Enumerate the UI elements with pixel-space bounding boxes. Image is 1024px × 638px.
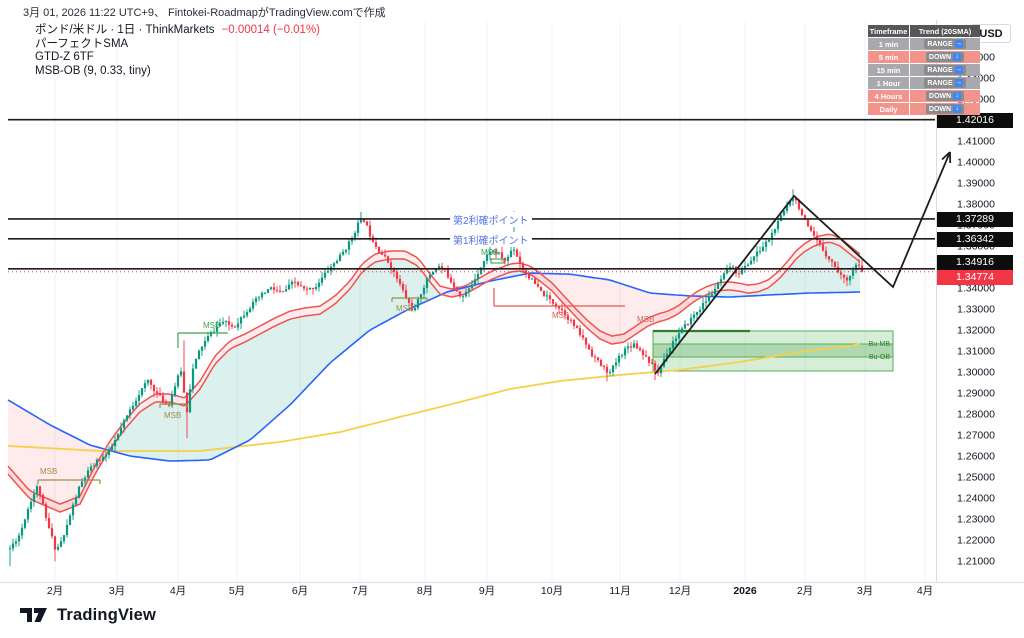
trend-row-4hours-timeframe: 4 Hours <box>868 90 909 102</box>
time-tick: 11月 <box>609 585 630 597</box>
right-arrow-icon: → <box>954 66 963 74</box>
time-tick: 6月 <box>292 585 308 597</box>
projection-arrow[interactable] <box>654 151 952 375</box>
msb-label: MSB <box>40 467 57 476</box>
trend-table-header-timeframe: Timeframe <box>868 25 909 37</box>
msb-label: MSB <box>164 411 181 420</box>
time-tick: 10月 <box>541 585 563 597</box>
time-tick: 2月 <box>797 585 813 597</box>
trend-row-1min-timeframe: 1 min <box>868 38 909 50</box>
level-price-badge: 1.42016 <box>937 112 1013 128</box>
chart-legend[interactable]: ポンド/米ドル · 1日 · ThinkMarkets −0.00014 (−0.… <box>35 24 320 78</box>
time-tick: 3月 <box>857 585 873 597</box>
down-arrow-icon: ↓ <box>953 105 962 113</box>
trend-row-15min-trend: RANGE → <box>910 64 980 76</box>
price-tick: 1.21000 <box>957 556 995 568</box>
take-profit-1-label[interactable]: 第1利確ポイント <box>450 232 532 247</box>
trend-row-1hour-trend: RANGE → <box>910 77 980 89</box>
trend-row-1min-trend: RANGE → <box>910 38 980 50</box>
indicator-msb-ob[interactable]: MSB-OB (9, 0.33, tiny) <box>35 64 151 77</box>
trend-row-daily-timeframe: Daily <box>868 103 909 115</box>
price-tick: 1.24000 <box>957 493 995 505</box>
yellow-sma-line <box>7 343 861 452</box>
time-tick: 8月 <box>417 585 433 597</box>
time-tick: 4月 <box>170 585 186 597</box>
blue-sma-line <box>7 272 861 462</box>
price-change: −0.00014 (−0.01%) <box>221 24 321 36</box>
tradingview-logo-icon <box>20 608 47 622</box>
trend-row-daily-trend: DOWN ↓ <box>910 103 980 115</box>
msb-label: MSB <box>396 304 413 313</box>
time-tick: 9月 <box>479 585 495 597</box>
red-band-lower <box>7 241 861 513</box>
time-tick: 3月 <box>109 585 125 597</box>
price-tick: 1.31000 <box>957 346 995 358</box>
price-level-rays[interactable] <box>8 118 935 273</box>
msb-label: MSB <box>637 315 654 324</box>
time-tick: 2月 <box>47 585 63 597</box>
price-tick: 1.27000 <box>957 430 995 442</box>
trend-table: Timeframe Trend (20SMA) 1 min RANGE → 5 min DO… <box>868 25 980 115</box>
trend-row-5min-timeframe: 5 min <box>868 51 909 63</box>
current-price-badge: 1.34774 <box>937 269 1013 285</box>
indicator-perfect-sma[interactable]: パーフェクトSMA <box>35 37 129 50</box>
price-tick: 1.23000 <box>957 514 995 526</box>
trend-badge: RANGE → <box>924 39 966 49</box>
trend-row-4hours-trend: DOWN ↓ <box>910 90 980 102</box>
candlestick-series <box>8 189 864 567</box>
trend-badge: RANGE → <box>924 78 966 88</box>
price-tick: 1.25000 <box>957 472 995 484</box>
time-tick: 12月 <box>669 585 691 597</box>
tradingview-footer[interactable]: TradingView <box>18 604 156 626</box>
trend-row-15min-timeframe: 15 min <box>868 64 909 76</box>
zone-label-bu-mb: Bu-MB <box>869 341 891 348</box>
trend-badge: DOWN ↓ <box>925 91 965 101</box>
symbol-title[interactable]: ポンド/米ドル · 1日 · ThinkMarkets <box>35 24 215 36</box>
trend-badge: RANGE → <box>924 65 966 75</box>
price-tick: 1.41000 <box>957 136 995 148</box>
msb-label: MSB <box>481 248 498 257</box>
indicator-gtdz-6tf[interactable]: GTD-Z 6TF <box>35 51 94 63</box>
time-tick: 7月 <box>352 585 368 597</box>
level-price-badge: 1.34916 <box>937 254 1013 270</box>
demand-zone[interactable]: Bu-MB Bu-OB <box>652 329 894 372</box>
time-tick: 5月 <box>229 585 245 597</box>
level-price-badge: 1.36342 <box>937 231 1013 247</box>
currency-chip[interactable]: USD <box>971 24 1011 43</box>
down-arrow-icon: ↓ <box>953 92 962 100</box>
msb-label: MSB <box>552 311 569 320</box>
msb-label: MSB <box>203 321 220 330</box>
time-tick: 4月 <box>917 585 933 597</box>
time-tick: 2026 <box>733 585 757 597</box>
level-price-badge: 1.37289 <box>937 211 1013 227</box>
price-tick: 1.30000 <box>957 367 995 379</box>
right-arrow-icon: → <box>954 79 963 87</box>
trend-row-5min-trend: DOWN ↓ <box>910 51 980 63</box>
right-arrow-icon: → <box>954 40 963 48</box>
trend-row-1hour-timeframe: 1 Hour <box>868 77 909 89</box>
price-tick: 1.38000 <box>957 199 995 211</box>
price-tick: 1.33000 <box>957 304 995 316</box>
gridlines <box>54 22 926 582</box>
price-tick: 1.22000 <box>957 535 995 547</box>
trend-badge: DOWN ↓ <box>925 52 965 62</box>
trend-badge: DOWN ↓ <box>925 104 965 114</box>
export-note: 3月 01, 2026 11:22 UTC+9、 Fintokei-Roadma… <box>23 7 386 19</box>
price-tick: 1.29000 <box>957 388 995 400</box>
msb-marks: MSB MSB MSB MSB MSB MSB MSB <box>37 248 654 484</box>
price-tick: 1.39000 <box>957 178 995 190</box>
take-profit-2-label[interactable]: 第2利確ポイント <box>450 212 532 227</box>
price-tick: 1.28000 <box>957 409 995 421</box>
zone-label-bu-ob: Bu-OB <box>869 354 890 361</box>
tradingview-wordmark: TradingView <box>57 605 157 624</box>
trend-table-header-trend: Trend (20SMA) <box>910 25 980 37</box>
price-tick: 1.32000 <box>957 325 995 337</box>
down-arrow-icon: ↓ <box>953 53 962 61</box>
price-tick: 1.26000 <box>957 451 995 463</box>
price-tick: 1.34000 <box>957 283 995 295</box>
price-tick: 1.40000 <box>957 157 995 169</box>
